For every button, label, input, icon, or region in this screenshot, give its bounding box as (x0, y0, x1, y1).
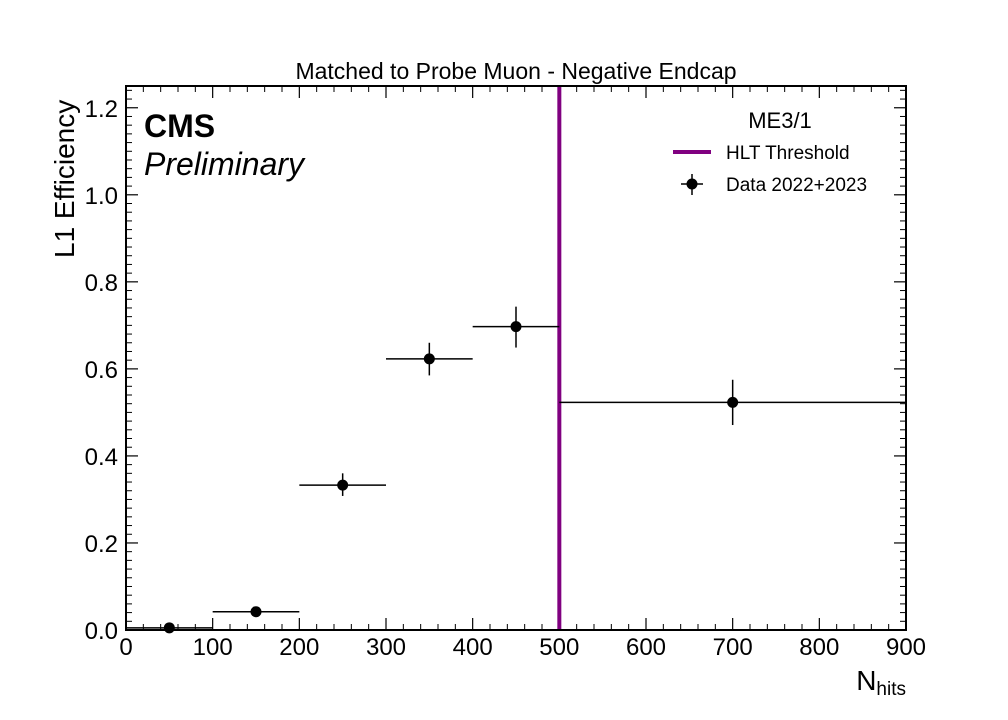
x-tick-label: 500 (539, 634, 579, 661)
data-point-marker (337, 479, 349, 491)
y-tick-label: 0.4 (85, 444, 118, 471)
legend-threshold-label: HLT Threshold (726, 143, 850, 164)
x-tick-label: 800 (799, 634, 839, 661)
x-tick-label: 100 (193, 634, 233, 661)
x-tick-label: 600 (626, 634, 666, 661)
x-tick-label: 300 (366, 634, 406, 661)
y-tick-label: 0.8 (85, 270, 118, 297)
legend-title: ME3/1 (748, 108, 812, 133)
data-point-marker (163, 622, 175, 634)
preliminary-label: Preliminary (144, 146, 306, 182)
data-point-marker (250, 606, 262, 618)
x-tick-label: 200 (279, 634, 319, 661)
y-axis-label: L1 Efficiency (49, 100, 80, 258)
x-axis-label-main: N (856, 665, 876, 696)
data-point-marker (423, 353, 435, 365)
y-tick-label: 0.0 (85, 618, 118, 645)
legend-data-label: Data 2022+2023 (726, 175, 867, 196)
y-tick-label: 0.2 (85, 531, 118, 558)
x-tick-label: 400 (453, 634, 493, 661)
data-point-marker (727, 396, 739, 408)
chart-title: Matched to Probe Muon - Negative Endcap (295, 58, 736, 84)
legend-data-marker (686, 178, 698, 190)
y-tick-label: 0.6 (85, 357, 118, 384)
y-tick-label: 1.2 (85, 96, 118, 123)
x-tick-label: 0 (119, 634, 132, 661)
plot-frame (125, 85, 907, 631)
axis-tick-labels: 0 100 200 300 400 500 600 700 800 900 0.0 0.2 0.4 0.6… (85, 96, 926, 661)
data-points (126, 306, 906, 634)
cms-label: CMS (144, 108, 215, 144)
x-tick-label: 900 (886, 634, 926, 661)
x-axis-label-sub: hits (876, 679, 906, 700)
x-tick-label: 700 (713, 634, 753, 661)
x-axis-label: Nhits (856, 665, 906, 700)
y-tick-label: 1.0 (85, 183, 118, 210)
data-point-marker (510, 321, 522, 333)
legend: ME3/1 HLT Threshold Data 2022+2023 (673, 108, 867, 196)
